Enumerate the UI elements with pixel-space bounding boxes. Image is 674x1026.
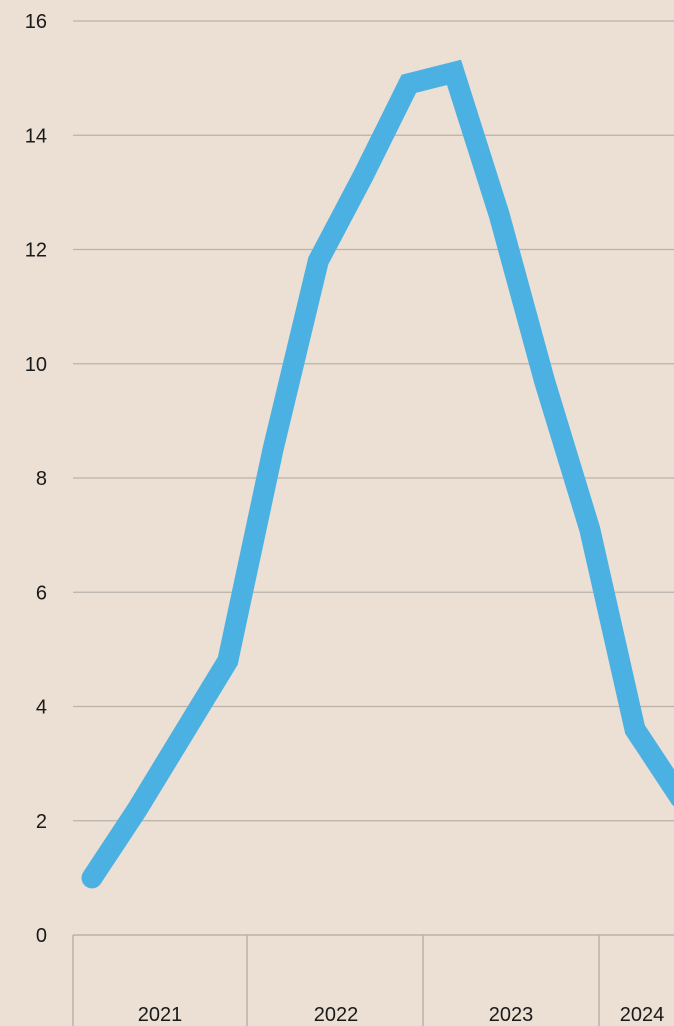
- series-line: [81, 59, 674, 889]
- y-tick-label: 6: [36, 582, 47, 604]
- x-axis: 2021 2022 2023 2024: [72, 934, 674, 1026]
- x-tick-label: 2022: [314, 1004, 359, 1026]
- y-tick-label: 10: [25, 354, 47, 376]
- y-axis-ticks: 0 2 4 6 8 10 12 14 16: [25, 11, 47, 947]
- y-tick-label: 14: [25, 125, 47, 147]
- grid-lines: [73, 20, 674, 822]
- x-tick-label: 2024: [620, 1004, 665, 1026]
- y-tick-label: 2: [36, 811, 47, 833]
- y-tick-label: 0: [36, 925, 47, 947]
- y-tick-label: 12: [25, 240, 47, 262]
- y-tick-label: 4: [36, 697, 47, 719]
- x-tick-label: 2021: [138, 1004, 183, 1026]
- y-tick-label: 16: [25, 11, 47, 33]
- series-layer: [81, 59, 674, 889]
- x-tick-label: 2023: [489, 1004, 534, 1026]
- y-tick-label: 8: [36, 468, 47, 490]
